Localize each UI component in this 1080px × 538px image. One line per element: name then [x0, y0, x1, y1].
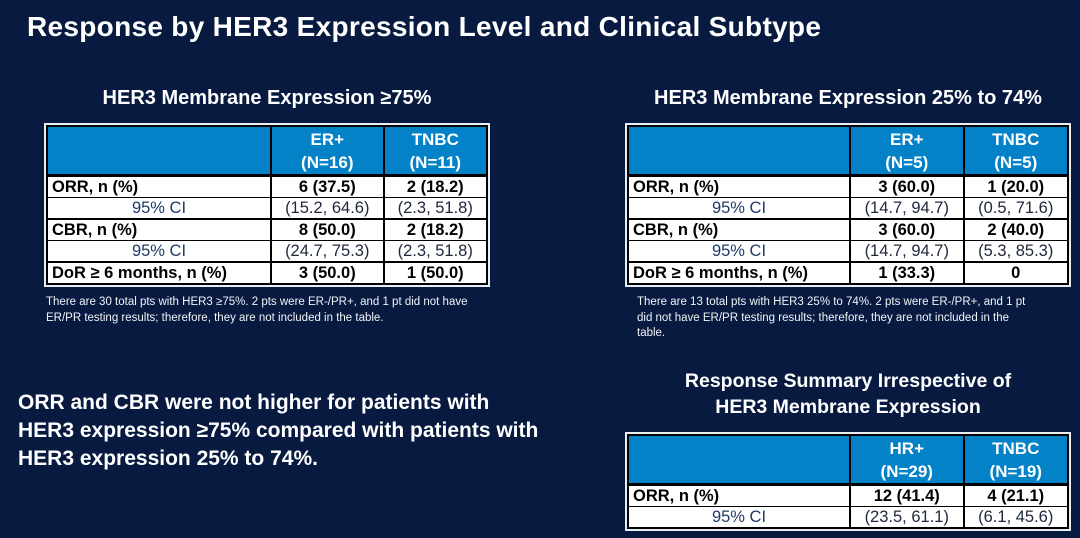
empty-header-cell — [628, 126, 850, 177]
statement-line: HER3 expression ≥75% compared with patie… — [18, 419, 539, 442]
column-n: (N=16) — [301, 152, 354, 172]
cell-value: (24.7, 75.3) — [270, 240, 384, 262]
row-label: CBR, n (%) — [628, 218, 850, 241]
cell-value: 3 (50.0) — [270, 261, 384, 284]
table-row-cbr-ci: 95% CI (24.7, 75.3) (2.3, 51.8) — [47, 240, 487, 262]
her3-high-footnote: There are 30 total pts with HER3 ≥75%. 2… — [46, 296, 468, 324]
cell-value: 4 (21.1) — [962, 483, 1068, 507]
column-label: TNBC — [411, 129, 459, 149]
cell-value: (0.5, 71.6) — [962, 197, 1068, 219]
column-n: (N=5) — [885, 152, 929, 172]
her3-mid-table-title: HER3 Membrane Expression 25% to 74% — [654, 87, 1042, 109]
cell-value: 6 (37.5) — [270, 174, 384, 198]
column-label: TNBC — [992, 438, 1040, 458]
table-row-orr: ORR, n (%) 6 (37.5) 2 (18.2) — [47, 174, 487, 198]
column-n: (N=29) — [880, 461, 933, 481]
empty-header-cell — [628, 435, 850, 486]
column-header-tnbc: TNBC (N=5) — [962, 126, 1068, 177]
cell-value: 1 (50.0) — [382, 261, 487, 284]
column-label: HR+ — [889, 438, 924, 458]
cell-value: (23.5, 61.1) — [849, 506, 964, 528]
her3-high-table: ER+ (N=16) TNBC (N=11) ORR, n (%) 6 (37.… — [44, 123, 490, 287]
her3-mid-panel: HER3 Membrane Expression 25% to 74% ER+ … — [625, 87, 1071, 342]
column-header-tnbc: TNBC (N=11) — [382, 126, 487, 177]
statement-line: HER3 expression 25% to 74%. — [18, 447, 318, 470]
summary-panel: Response Summary Irrespective of HER3 Me… — [625, 368, 1071, 531]
cell-value: (14.7, 94.7) — [849, 240, 964, 262]
statement-line: ORR and CBR were not higher for patients… — [18, 391, 490, 414]
table-row-cbr: CBR, n (%) 8 (50.0) 2 (18.2) — [47, 218, 487, 241]
cell-value: 1 (33.3) — [849, 261, 964, 284]
column-header-er: ER+ (N=5) — [849, 126, 964, 177]
row-label: ORR, n (%) — [628, 483, 850, 507]
cell-value: 3 (60.0) — [849, 174, 964, 198]
key-finding-statement: ORR and CBR were not higher for patients… — [18, 389, 618, 473]
table-header-row: HR+ (N=29) TNBC (N=19) — [628, 435, 1068, 486]
row-label: DoR ≥ 6 months, n (%) — [628, 261, 850, 284]
row-label: ORR, n (%) — [628, 174, 850, 198]
table-row-cbr-ci: 95% CI (14.7, 94.7) (5.3, 85.3) — [628, 240, 1068, 262]
cell-value: 2 (18.2) — [382, 174, 487, 198]
her3-high-panel: HER3 Membrane Expression ≥75% ER+ (N=16)… — [44, 87, 490, 326]
table-row-orr: ORR, n (%) 12 (41.4) 4 (21.1) — [628, 483, 1068, 507]
summary-title-line2: HER3 Membrane Expression — [715, 396, 981, 418]
column-label: TNBC — [992, 129, 1040, 149]
cell-value: (2.3, 51.8) — [382, 240, 487, 262]
row-label: ORR, n (%) — [47, 174, 272, 198]
table-header-row: ER+ (N=5) TNBC (N=5) — [628, 126, 1068, 177]
cell-value: (14.7, 94.7) — [849, 197, 964, 219]
cell-value: 2 (18.2) — [382, 218, 487, 241]
row-label: 95% CI — [47, 240, 272, 262]
cell-value: 0 — [962, 261, 1068, 284]
column-header-tnbc: TNBC (N=19) — [962, 435, 1068, 486]
table-row-orr-ci: 95% CI (23.5, 61.1) (6.1, 45.6) — [628, 506, 1068, 528]
row-label: CBR, n (%) — [47, 218, 272, 241]
table-row-orr-ci: 95% CI (15.2, 64.6) (2.3, 51.8) — [47, 197, 487, 219]
row-label: 95% CI — [628, 506, 850, 528]
cell-value: (6.1, 45.6) — [962, 506, 1068, 528]
summary-table: HR+ (N=29) TNBC (N=19) ORR, n (%) 12 (41… — [625, 432, 1071, 531]
column-n: (N=5) — [994, 152, 1038, 172]
her3-high-table-title: HER3 Membrane Expression ≥75% — [102, 87, 432, 109]
cell-value: (5.3, 85.3) — [962, 240, 1068, 262]
table-row-dor: DoR ≥ 6 months, n (%) 1 (33.3) 0 — [628, 261, 1068, 284]
cell-value: 3 (60.0) — [849, 218, 964, 241]
column-header-hr: HR+ (N=29) — [849, 435, 964, 486]
cell-value: 8 (50.0) — [270, 218, 384, 241]
empty-header-cell — [47, 126, 272, 177]
column-label: ER+ — [310, 129, 345, 149]
cell-value: 1 (20.0) — [962, 174, 1068, 198]
her3-mid-footnote: There are 13 total pts with HER3 25% to … — [637, 296, 1026, 340]
summary-table-title: Response Summary Irrespective of HER3 Me… — [625, 368, 1071, 420]
table-row-dor: DoR ≥ 6 months, n (%) 3 (50.0) 1 (50.0) — [47, 261, 487, 284]
cell-value: 2 (40.0) — [962, 218, 1068, 241]
cell-value: 12 (41.4) — [849, 483, 964, 507]
table-row-cbr: CBR, n (%) 3 (60.0) 2 (40.0) — [628, 218, 1068, 241]
column-n: (N=11) — [409, 152, 462, 172]
row-label: 95% CI — [628, 240, 850, 262]
row-label: DoR ≥ 6 months, n (%) — [47, 261, 272, 284]
column-header-er: ER+ (N=16) — [270, 126, 384, 177]
row-label: 95% CI — [628, 197, 850, 219]
table-row-orr-ci: 95% CI (14.7, 94.7) (0.5, 71.6) — [628, 197, 1068, 219]
column-label: ER+ — [889, 129, 924, 149]
row-label: 95% CI — [47, 197, 272, 219]
table-header-row: ER+ (N=16) TNBC (N=11) — [47, 126, 487, 177]
cell-value: (15.2, 64.6) — [270, 197, 384, 219]
column-n: (N=19) — [989, 461, 1042, 481]
table-row-orr: ORR, n (%) 3 (60.0) 1 (20.0) — [628, 174, 1068, 198]
slide-title: Response by HER3 Expression Level and Cl… — [27, 11, 822, 42]
summary-title-line1: Response Summary Irrespective of — [684, 370, 1012, 392]
cell-value: (2.3, 51.8) — [382, 197, 487, 219]
her3-mid-table: ER+ (N=5) TNBC (N=5) ORR, n (%) 3 (60.0)… — [625, 123, 1071, 287]
